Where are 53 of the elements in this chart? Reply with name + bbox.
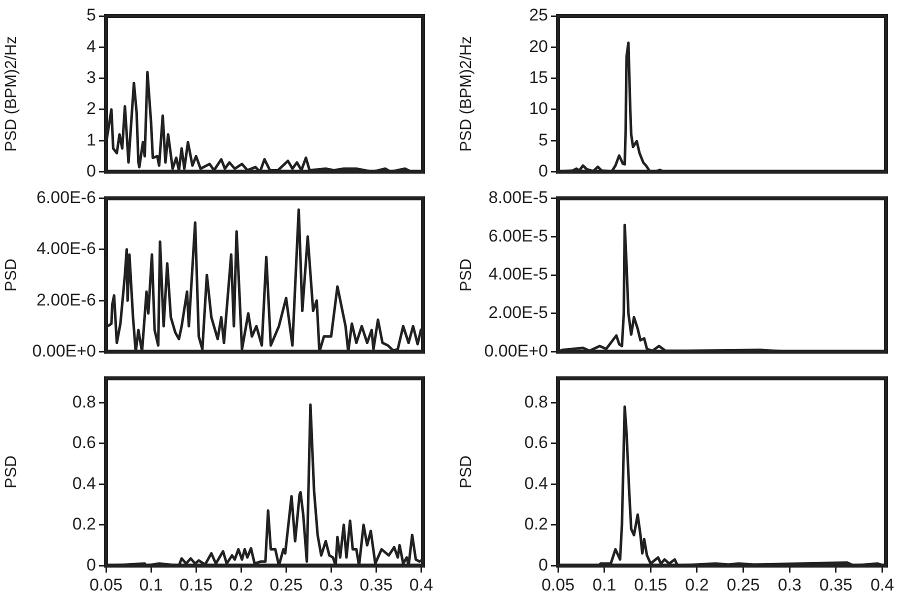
- y-tick-label: 0: [538, 555, 548, 574]
- y-tick-label: 6.00E-5: [488, 226, 548, 246]
- x-tick-label: 0.4: [870, 575, 894, 594]
- y-tick-label: 25: [529, 6, 548, 25]
- y-tick-label: 8.00E-5: [488, 188, 548, 207]
- y-tick-label: 5: [86, 6, 96, 25]
- y-tick-label: 4.00E-5: [488, 264, 548, 284]
- y-tick-label: 3: [86, 68, 96, 88]
- x-tick-label: 0.35: [819, 575, 853, 594]
- y-tick-label: 0.4: [72, 474, 96, 493]
- x-tick-label: 0.05: [541, 575, 575, 594]
- x-tick-label: 0.2: [229, 575, 253, 594]
- x-tick-label: 0.15: [634, 575, 668, 594]
- y-tick-label: 0.6: [524, 433, 548, 452]
- y-axis-title: PSD: [458, 455, 476, 488]
- y-tick-label: 20: [529, 36, 548, 56]
- x-tick-label: 0.1: [139, 575, 163, 594]
- y-tick-label: 0: [86, 161, 96, 180]
- y-tick-label: 15: [529, 68, 548, 88]
- y-tick-label: 4.00E-6: [36, 239, 96, 258]
- x-tick-label: 0.1: [592, 575, 616, 594]
- x-tick-label: 0.4: [409, 575, 434, 594]
- x-tick-label: 0.05: [89, 575, 123, 594]
- y-tick-label: 0.2: [72, 514, 96, 534]
- y-axis-title: PSD (BPM)2/Hz: [458, 36, 476, 152]
- y-tick-label: 0.8: [524, 392, 548, 412]
- y-tick-label: 0: [538, 161, 548, 180]
- y-axis-title: PSD: [3, 455, 20, 488]
- y-tick-label: 0.6: [72, 433, 96, 452]
- y-tick-label: 0: [86, 555, 96, 574]
- y-tick-label: 4: [86, 36, 96, 56]
- x-tick-label: 0.3: [778, 575, 802, 594]
- y-tick-label: 1: [86, 130, 96, 150]
- y-tick-label: 2: [86, 99, 96, 118]
- y-axis-title: PSD: [3, 258, 20, 292]
- y-tick-label: 6.00E-6: [36, 188, 96, 207]
- x-tick-label: 0.25: [726, 575, 760, 594]
- y-tick-label: 0.00E+0: [32, 341, 96, 360]
- y-tick-label: 5: [538, 130, 548, 150]
- y-tick-label: 2.00E-6: [36, 290, 96, 310]
- x-tick-label: 0.2: [685, 575, 709, 594]
- y-tick-label: 10: [529, 99, 548, 118]
- x-tick-label: 0.15: [180, 575, 213, 594]
- y-axis-title: PSD (BPM)2/Hz: [3, 36, 20, 152]
- y-axis-title: PSD: [458, 258, 476, 292]
- x-tick-label: 0.3: [319, 575, 343, 594]
- y-tick-label: 0.2: [524, 514, 548, 534]
- y-tick-label: 2.00E-5: [488, 303, 548, 322]
- y-tick-label: 0.00E+0: [484, 341, 548, 360]
- y-tick-label: 0.4: [524, 474, 548, 493]
- x-tick-label: 0.35: [360, 575, 393, 594]
- y-tick-label: 0.8: [72, 392, 96, 412]
- x-tick-label: 0.25: [270, 575, 303, 594]
